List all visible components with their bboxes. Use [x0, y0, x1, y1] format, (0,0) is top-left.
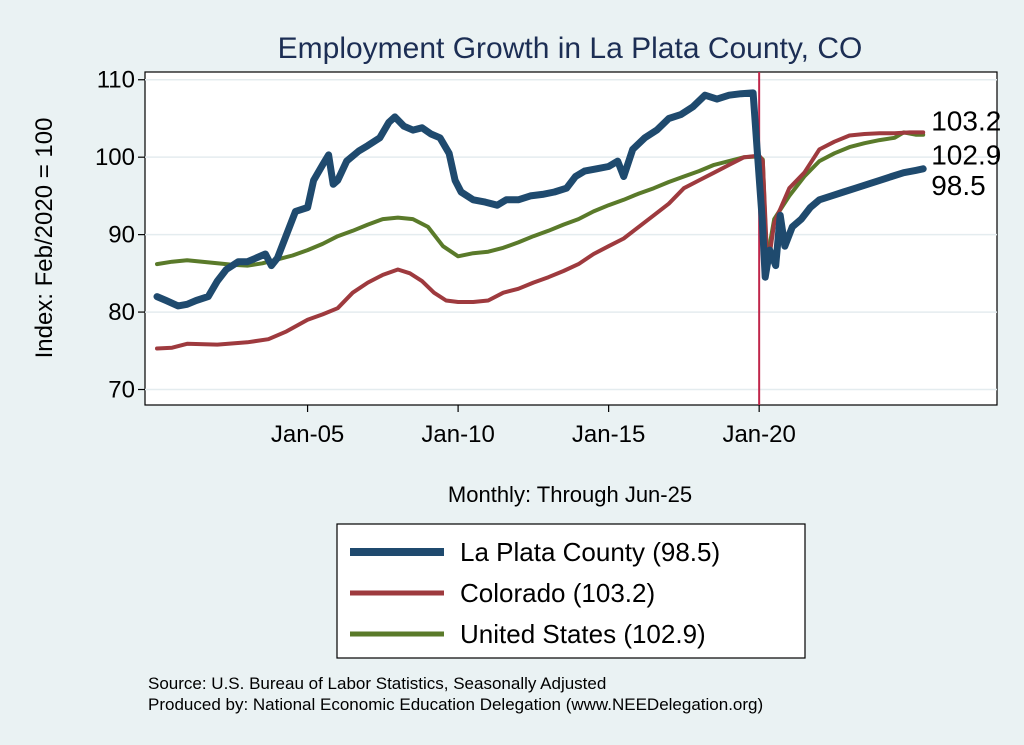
plot-area	[144, 71, 998, 406]
x-tick-label: Jan-05	[271, 421, 344, 448]
series-lines	[153, 89, 927, 351]
y-tick-label: 110	[97, 67, 135, 94]
y-tick-label: 90	[108, 222, 135, 249]
series-line-colorado	[155, 130, 926, 351]
end-label: 103.2	[931, 105, 1001, 136]
chart-title: Employment Growth in La Plata County, CO	[278, 32, 863, 65]
y-tick-label: 100	[95, 144, 135, 171]
y-axis-title: Index: Feb/2020 = 100	[31, 118, 58, 359]
end-label: 102.9	[931, 140, 1001, 171]
source-note: Source: U.S. Bureau of Labor Statistics,…	[148, 674, 606, 693]
producer-note: Produced by: National Economic Education…	[148, 695, 763, 714]
x-tick-label: Jan-10	[421, 421, 494, 448]
y-tick-label: 70	[108, 377, 135, 404]
legend-label: La Plata County (98.5)	[460, 537, 720, 567]
y-axis: 70 80 90 100 110	[95, 67, 145, 404]
x-axis: Jan-05 Jan-10 Jan-15 Jan-20	[271, 405, 796, 448]
y-tick-label: 80	[108, 299, 135, 326]
legend-label: Colorado (103.2)	[460, 578, 655, 608]
x-tick-label: Jan-15	[572, 421, 645, 448]
legend-entries: La Plata County (98.5) Colorado (103.2) Un…	[350, 537, 720, 649]
series-line-united-states	[155, 130, 926, 268]
series-line-la-plata-county	[153, 89, 927, 310]
end-labels: 98.5 103.2 102.9	[931, 105, 1001, 200]
x-tick-label: Jan-20	[722, 421, 795, 448]
x-axis-title: Monthly: Through Jun-25	[448, 482, 692, 507]
end-label: 98.5	[931, 170, 986, 201]
legend-label: United States (102.9)	[460, 619, 706, 649]
